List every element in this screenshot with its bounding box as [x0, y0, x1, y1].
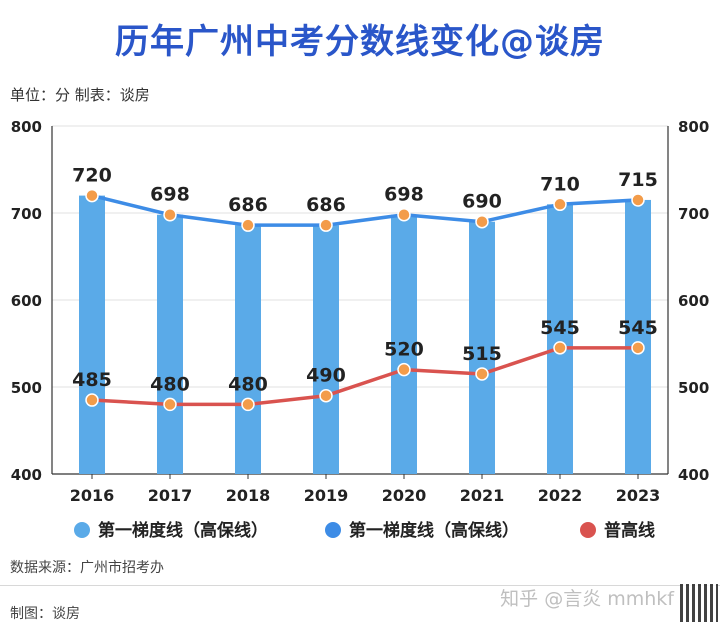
bar — [469, 221, 495, 474]
legend-marker — [580, 522, 596, 538]
data-label: 515 — [462, 343, 502, 365]
y-tick-label-right: 600 — [678, 292, 709, 310]
x-tick-label: 2019 — [304, 486, 349, 505]
series-line-1 — [91, 193, 639, 227]
y-tick-label-left: 800 — [11, 118, 42, 136]
series-line-2-point — [163, 397, 177, 412]
legend-label: 普高线 — [604, 520, 655, 541]
data-label: 690 — [462, 191, 502, 213]
x-tick-label: 2022 — [538, 486, 583, 505]
series-line-2-point — [397, 362, 411, 377]
bar — [391, 214, 417, 475]
series-line-2-point — [631, 341, 645, 355]
data-label: 686 — [306, 194, 346, 216]
bar — [547, 204, 573, 475]
data-label: 710 — [540, 173, 580, 195]
unit-note: 单位：分 制表：谈房 — [10, 86, 150, 104]
data-label: 698 — [384, 184, 424, 206]
bar — [313, 225, 339, 474]
y-tick-label-left: 600 — [11, 292, 42, 310]
data-label: 485 — [72, 369, 112, 391]
y-tick-label-left: 500 — [11, 379, 42, 397]
series-line-1-point — [397, 207, 411, 222]
data-label: 545 — [540, 317, 580, 339]
footer-divider — [0, 585, 720, 586]
series-line-1-point — [475, 214, 489, 229]
bar — [157, 214, 183, 475]
data-label: 715 — [618, 169, 658, 191]
legend-marker — [325, 522, 341, 538]
data-label: 480 — [228, 373, 268, 395]
series-line-2-point — [85, 393, 99, 407]
data-label: 720 — [72, 165, 112, 187]
watermark: 知乎 @言炎 mmhkf — [500, 588, 674, 610]
bar — [79, 195, 105, 474]
data-label: 520 — [384, 339, 424, 361]
series-line-1-point — [631, 193, 645, 207]
data-label: 490 — [306, 365, 346, 387]
series-line-2-point — [241, 397, 255, 412]
x-tick-label: 2018 — [226, 486, 271, 505]
series-line-1-point — [319, 218, 333, 232]
series-line-1-point — [163, 207, 177, 222]
data-label: 698 — [150, 184, 190, 206]
bar — [235, 225, 261, 474]
series-line-1-point — [241, 218, 255, 232]
maker-note: 制图：谈房 — [10, 606, 80, 622]
y-tick-label-right: 400 — [678, 466, 709, 484]
legend-label: 第一梯度线（高保线） — [98, 520, 268, 541]
data-label: 686 — [228, 194, 268, 216]
legend-label: 第一梯度线（高保线） — [349, 520, 519, 541]
data-source-note: 数据来源：广州市招考办 — [10, 560, 164, 576]
series-line-2-point — [553, 341, 567, 355]
y-tick-label-right: 500 — [678, 379, 709, 397]
y-tick-label-right: 700 — [678, 205, 709, 223]
x-tick-label: 2021 — [460, 486, 505, 505]
series-line-1-point — [85, 188, 99, 203]
chart: 400 400 500 500 600 600 700 700 800 800 2016 2017 20… — [11, 118, 710, 541]
y-tick-label-right: 800 — [678, 118, 709, 136]
bar — [625, 199, 651, 474]
qr-code-icon — [680, 584, 718, 622]
data-label: 545 — [618, 317, 658, 339]
y-tick-label-left: 700 — [11, 205, 42, 223]
series-line-2-point — [475, 367, 489, 381]
series-line-2-point — [319, 388, 333, 403]
chart-title: 历年广州中考分数线变化@谈房 — [115, 22, 605, 62]
legend-marker — [74, 522, 90, 538]
x-tick-label: 2017 — [148, 486, 193, 505]
x-tick-label: 2023 — [616, 486, 661, 505]
x-tick-label: 2016 — [70, 486, 115, 505]
series-line-2 — [91, 346, 638, 407]
series-line-1-point — [553, 197, 567, 212]
data-label: 480 — [150, 373, 190, 395]
y-tick-label-left: 400 — [11, 466, 42, 484]
x-tick-label: 2020 — [382, 486, 427, 505]
